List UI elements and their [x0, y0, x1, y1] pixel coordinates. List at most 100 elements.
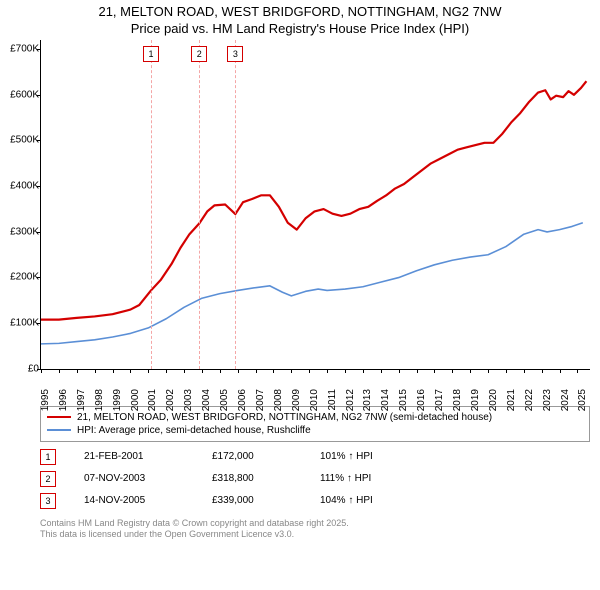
x-tick-label: 2020: [488, 389, 499, 411]
chart-area: £0£100K£200K£300K£400K£500K£600K£700K123…: [40, 40, 590, 400]
x-tick-mark: [59, 369, 60, 373]
x-tick-label: 2001: [147, 389, 158, 411]
x-tick-mark: [399, 369, 400, 373]
x-tick-mark: [130, 369, 131, 373]
footer-line-2: This data is licensed under the Open Gov…: [40, 529, 590, 541]
x-tick-mark: [309, 369, 310, 373]
x-tick-label: 2016: [416, 389, 427, 411]
x-tick-label: 2008: [273, 389, 284, 411]
x-tick-label: 2013: [362, 389, 373, 411]
x-tick-label: 2005: [219, 389, 230, 411]
y-tick-label: £500K: [0, 135, 39, 146]
x-tick-mark: [434, 369, 435, 373]
y-tick-label: £100K: [0, 318, 39, 329]
x-tick-mark: [452, 369, 453, 373]
plot-region: £0£100K£200K£300K£400K£500K£600K£700K123: [40, 40, 590, 370]
sale-row-box: 1: [40, 449, 56, 465]
x-tick-label: 2007: [255, 389, 266, 411]
x-tick-label: 1997: [76, 389, 87, 411]
y-tick-mark: [37, 49, 41, 50]
legend-label: HPI: Average price, semi-detached house,…: [77, 425, 311, 436]
x-tick-mark: [220, 369, 221, 373]
sale-marker-box: 1: [143, 46, 159, 62]
x-tick-label: 2017: [434, 389, 445, 411]
x-tick-label: 2004: [201, 389, 212, 411]
x-tick-mark: [148, 369, 149, 373]
x-tick-mark: [470, 369, 471, 373]
legend-item: 21, MELTON ROAD, WEST BRIDGFORD, NOTTING…: [47, 411, 583, 424]
sale-row: 207-NOV-2003£318,800111% ↑ HPI: [40, 468, 590, 490]
series-line: [41, 223, 583, 344]
y-tick-label: £200K: [0, 272, 39, 283]
y-tick-label: £300K: [0, 226, 39, 237]
x-tick-mark: [41, 369, 42, 373]
x-tick-label: 2018: [452, 389, 463, 411]
sale-date: 21-FEB-2001: [84, 451, 184, 462]
x-tick-mark: [184, 369, 185, 373]
y-tick-label: £0: [0, 363, 39, 374]
sale-row: 3 14-NOV-2005 £339,000 104% ↑ HPI: [40, 490, 590, 512]
sale-marker-line: [151, 40, 152, 369]
x-tick-label: 2019: [470, 389, 481, 411]
sale-marker-box: 3: [227, 46, 243, 62]
x-tick-label: 2000: [130, 389, 141, 411]
x-tick-label: 2012: [345, 389, 356, 411]
x-tick-label: 2024: [560, 389, 571, 411]
sale-row-box: 2: [40, 471, 56, 487]
x-tick-mark: [524, 369, 525, 373]
x-tick-mark: [542, 369, 543, 373]
x-tick-label: 2015: [398, 389, 409, 411]
x-tick-mark: [77, 369, 78, 373]
x-tick-label: 2009: [291, 389, 302, 411]
footer: Contains HM Land Registry data © Crown c…: [40, 518, 590, 541]
y-tick-mark: [37, 140, 41, 141]
sale-relative: 104% ↑ HPI: [320, 495, 373, 506]
x-tick-label: 1999: [112, 389, 123, 411]
x-tick-mark: [113, 369, 114, 373]
y-tick-label: £700K: [0, 43, 39, 54]
x-tick-mark: [577, 369, 578, 373]
x-tick-mark: [95, 369, 96, 373]
x-tick-mark: [560, 369, 561, 373]
sale-price: £339,000: [212, 495, 292, 506]
sale-date: 14-NOV-2005: [84, 495, 184, 506]
title-line-2: Price paid vs. HM Land Registry's House …: [0, 21, 600, 38]
x-tick-label: 2003: [183, 389, 194, 411]
x-tick-label: 1995: [40, 389, 51, 411]
x-tick-mark: [202, 369, 203, 373]
sale-price: £172,000: [212, 451, 292, 462]
x-tick-label: 2006: [237, 389, 248, 411]
y-tick-label: £400K: [0, 181, 39, 192]
y-tick-mark: [37, 323, 41, 324]
x-tick-label: 1996: [58, 389, 69, 411]
x-tick-label: 2014: [380, 389, 391, 411]
x-tick-mark: [363, 369, 364, 373]
y-tick-mark: [37, 232, 41, 233]
title-line-1: 21, MELTON ROAD, WEST BRIDGFORD, NOTTING…: [0, 4, 600, 21]
x-tick-label: 2010: [309, 389, 320, 411]
series-line: [41, 81, 586, 319]
footer-line-1: Contains HM Land Registry data © Crown c…: [40, 518, 590, 530]
x-tick-mark: [273, 369, 274, 373]
title-block: 21, MELTON ROAD, WEST BRIDGFORD, NOTTING…: [0, 0, 600, 40]
x-tick-mark: [256, 369, 257, 373]
x-tick-mark: [381, 369, 382, 373]
y-tick-mark: [37, 186, 41, 187]
legend-swatch: [47, 416, 71, 418]
sale-price: £318,800: [212, 473, 292, 484]
sale-marker-line: [235, 40, 236, 369]
x-tick-label: 2022: [524, 389, 535, 411]
sale-relative: 101% ↑ HPI: [320, 451, 373, 462]
legend-label: 21, MELTON ROAD, WEST BRIDGFORD, NOTTING…: [77, 412, 492, 423]
y-tick-label: £600K: [0, 89, 39, 100]
sales-table: 1 21-FEB-2001 £172,000 101% ↑ HPI 207-NOV-20…: [40, 446, 590, 512]
x-tick-mark: [417, 369, 418, 373]
x-tick-mark: [238, 369, 239, 373]
x-tick-label: 1998: [94, 389, 105, 411]
x-tick-label: 2025: [577, 389, 588, 411]
y-tick-mark: [37, 277, 41, 278]
sale-row-box: 3: [40, 493, 56, 509]
x-tick-label: 2023: [542, 389, 553, 411]
x-tick-mark: [488, 369, 489, 373]
legend-swatch: [47, 429, 71, 431]
